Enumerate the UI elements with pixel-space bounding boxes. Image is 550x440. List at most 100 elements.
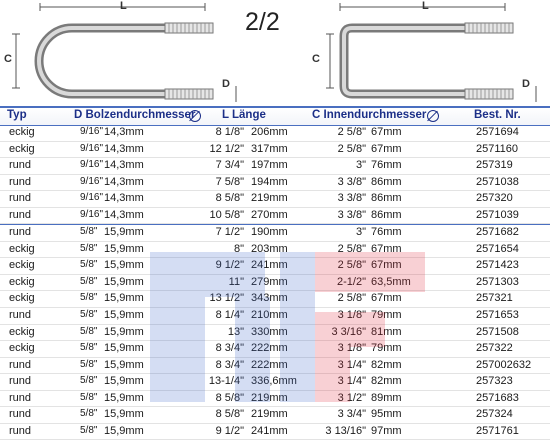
cell-best-nr: 2571654: [476, 242, 519, 255]
table-row: eckig 9/16" 14,3mm 12 1/2" 317mm 2 5/8" 67mm 25…: [0, 142, 550, 159]
cell-typ: rund: [9, 424, 32, 437]
cell-l-mm: 343mm: [251, 292, 288, 305]
cell-l-inch: 7 3/4": [215, 159, 244, 172]
table-row: eckig 5/8" 15,9mm 8" 203mm 2 5/8" 67mm 2571654: [0, 242, 550, 259]
cell-l-mm: 222mm: [251, 342, 288, 355]
cell-c-mm: 67mm: [371, 242, 402, 255]
cell-l-inch: 8 3/4": [215, 342, 244, 355]
cell-c-inch: 3 1/8": [337, 342, 366, 355]
square-u-bolt-drawing: [326, 3, 537, 102]
cell-typ: rund: [9, 208, 32, 221]
cell-c-mm: 81mm: [371, 325, 402, 338]
page-indicator: 2/2: [245, 8, 280, 36]
cell-best-nr: 2571694: [476, 126, 519, 138]
cell-l-mm: 241mm: [251, 259, 288, 272]
cell-l-mm: 206mm: [251, 126, 288, 138]
table-body: eckig 9/16" 14,3mm 8 1/8" 206mm 2 5/8" 67mm 257…: [0, 125, 550, 440]
cell-l-mm: 197mm: [251, 159, 288, 172]
cell-d-inch: 5/8": [80, 275, 98, 287]
cell-d-inch: 9/16": [80, 159, 104, 171]
table-row: rund 5/8" 15,9mm 13-1/4" 336,6mm 3 1/4" 82mm 25…: [0, 374, 550, 391]
cell-c-mm: 67mm: [371, 259, 402, 272]
cell-typ: eckig: [9, 259, 35, 272]
cell-l-mm: 194mm: [251, 175, 288, 188]
cell-d-mm: 15,9mm: [104, 408, 144, 421]
cell-l-mm: 270mm: [251, 208, 288, 221]
cell-d-mm: 15,9mm: [104, 325, 144, 338]
cell-d-inch: 9/16": [80, 142, 104, 154]
cell-l-mm: 222mm: [251, 358, 288, 371]
table-row: eckig 5/8" 15,9mm 11" 279mm 2-1/2" 63,5mm 25713…: [0, 275, 550, 292]
cell-c-mm: 86mm: [371, 208, 402, 221]
cell-best-nr: 2571423: [476, 259, 519, 272]
cell-c-mm: 89mm: [371, 391, 402, 404]
cell-l-mm: 241mm: [251, 424, 288, 437]
cell-c-mm: 67mm: [371, 126, 402, 138]
table-row: eckig 9/16" 14,3mm 8 1/8" 206mm 2 5/8" 67mm 257…: [0, 125, 550, 142]
cell-d-inch: 5/8": [80, 226, 98, 238]
cell-typ: eckig: [9, 242, 35, 255]
cell-d-inch: 5/8": [80, 375, 98, 387]
table-row: rund 5/8" 15,9mm 8 1/4" 210mm 3 1/8" 79mm 25716…: [0, 308, 550, 325]
cell-c-mm: 79mm: [371, 309, 402, 322]
cell-l-mm: 210mm: [251, 309, 288, 322]
header-best: Best. Nr.: [474, 109, 521, 121]
diagram-area: L C D 2/2 L C D: [0, 0, 550, 105]
cell-c-mm: 76mm: [371, 226, 402, 239]
cell-l-inch: 8 1/8": [215, 126, 244, 138]
cell-l-inch: 12 1/2": [209, 142, 245, 155]
cell-best-nr: 257324: [476, 408, 513, 421]
cell-l-mm: 190mm: [251, 226, 288, 239]
table-row: eckig 5/8" 15,9mm 8 3/4" 222mm 3 1/8" 79mm 2573…: [0, 341, 550, 358]
cell-l-inch: 9 1/2": [215, 424, 244, 437]
cell-typ: eckig: [9, 325, 35, 338]
cell-l-inch: 8 5/8": [215, 192, 244, 205]
cell-best-nr: 257320: [476, 192, 513, 205]
cell-d-mm: 15,9mm: [104, 391, 144, 404]
cell-d-mm: 15,9mm: [104, 242, 144, 255]
cell-d-mm: 14,3mm: [104, 159, 144, 172]
cell-l-mm: 219mm: [251, 192, 288, 205]
u-bolt-table: Typ D Bolzendurchmesser L Länge C Innend…: [0, 106, 550, 440]
table-row: eckig 5/8" 15,9mm 13" 330mm 3 3/16" 81mm 257150…: [0, 325, 550, 342]
cell-l-inch: 13 1/2": [209, 292, 245, 305]
table-row: rund 5/8" 15,9mm 9 1/2" 241mm 3 13/16" 97mm 257…: [0, 424, 550, 440]
cell-c-inch: 2 5/8": [337, 142, 366, 155]
cell-d-inch: 9/16": [80, 208, 104, 220]
cell-typ: rund: [9, 175, 32, 188]
cell-l-inch: 9 1/2": [215, 259, 244, 272]
square-l-label: L: [422, 0, 429, 12]
cell-d-inch: 5/8": [80, 424, 98, 436]
cell-c-mm: 63,5mm: [371, 275, 411, 288]
cell-best-nr: 257321: [476, 292, 513, 305]
cell-l-inch: 10 5/8": [209, 208, 245, 221]
cell-d-inch: 5/8": [80, 342, 98, 354]
cell-best-nr: 2571683: [476, 391, 519, 404]
cell-d-mm: 15,9mm: [104, 309, 144, 322]
cell-d-mm: 14,3mm: [104, 126, 144, 138]
cell-best-nr: 257319: [476, 159, 513, 172]
round-u-bolt-drawing: [12, 3, 237, 102]
cell-c-mm: 86mm: [371, 175, 402, 188]
cell-d-mm: 14,3mm: [104, 192, 144, 205]
cell-c-inch: 3 1/4": [337, 358, 366, 371]
cell-d-inch: 5/8": [80, 408, 98, 420]
cell-l-mm: 219mm: [251, 408, 288, 421]
cell-typ: rund: [9, 159, 32, 172]
cell-typ: eckig: [9, 292, 35, 305]
cell-c-mm: 82mm: [371, 358, 402, 371]
cell-typ: rund: [9, 226, 32, 239]
cell-d-inch: 5/8": [80, 292, 98, 304]
cell-d-inch: 5/8": [80, 325, 98, 337]
cell-d-mm: 15,9mm: [104, 259, 144, 272]
cell-c-mm: 95mm: [371, 408, 402, 421]
cell-d-mm: 15,9mm: [104, 342, 144, 355]
table-row: rund 9/16" 14,3mm 8 5/8" 219mm 3 3/8" 86mm 2573…: [0, 191, 550, 208]
cell-d-inch: 5/8": [80, 309, 98, 321]
cell-c-inch: 3": [355, 159, 366, 172]
cell-c-inch: 3 1/4": [337, 375, 366, 388]
cell-d-inch: 5/8": [80, 259, 98, 271]
cell-l-inch: 8 5/8": [215, 408, 244, 421]
cell-best-nr: 2571038: [476, 175, 519, 188]
cell-best-nr: 2571303: [476, 275, 519, 288]
